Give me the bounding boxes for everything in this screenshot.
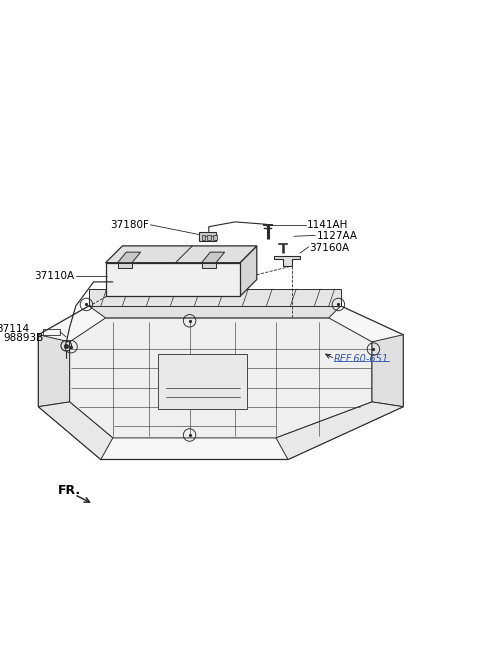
Bar	[158, 354, 247, 409]
Text: FR.: FR.	[58, 484, 81, 497]
Text: 37110A: 37110A	[34, 271, 74, 281]
Bar	[207, 235, 211, 240]
Bar	[202, 235, 205, 240]
Text: 1141AH: 1141AH	[307, 220, 348, 230]
Polygon shape	[276, 402, 403, 460]
Text: 98893B: 98893B	[3, 333, 43, 343]
Polygon shape	[202, 263, 216, 269]
Polygon shape	[70, 318, 372, 438]
Text: 1127AA: 1127AA	[317, 231, 358, 241]
Bar	[213, 235, 217, 240]
Polygon shape	[118, 263, 132, 269]
Polygon shape	[274, 255, 300, 266]
Polygon shape	[199, 231, 216, 241]
Polygon shape	[89, 306, 341, 318]
Polygon shape	[106, 263, 240, 296]
Text: 37114: 37114	[0, 324, 30, 334]
Polygon shape	[240, 246, 257, 296]
Polygon shape	[89, 289, 341, 306]
Polygon shape	[372, 335, 403, 407]
Polygon shape	[106, 246, 257, 263]
Bar	[43, 329, 60, 335]
Polygon shape	[38, 335, 70, 407]
Text: 37180F: 37180F	[110, 220, 149, 230]
Polygon shape	[38, 306, 403, 460]
Polygon shape	[38, 402, 113, 460]
Polygon shape	[202, 252, 225, 263]
Text: REF.60-651: REF.60-651	[334, 354, 389, 364]
Polygon shape	[118, 252, 141, 263]
Text: 37160A: 37160A	[310, 243, 350, 253]
